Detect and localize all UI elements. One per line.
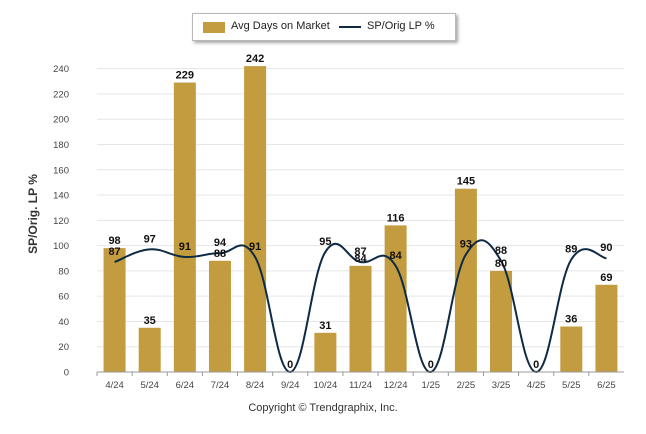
y-axis-label: SP/Orig. LP %	[26, 174, 40, 254]
bar	[560, 326, 583, 372]
x-tick-label: 2/25	[457, 380, 476, 391]
line-value-label: 93	[460, 238, 472, 250]
x-tick-label: 9/24	[281, 380, 300, 391]
y-tick-label: 200	[53, 115, 69, 126]
line-value-label: 0	[533, 359, 539, 371]
bar-value-label: 242	[246, 53, 264, 65]
bar-value-label: 116	[387, 212, 405, 224]
line-value-label: 95	[319, 236, 331, 248]
x-tick-label: 12/24	[384, 380, 408, 391]
bars	[103, 66, 618, 372]
bar	[244, 66, 267, 372]
x-tick-label: 10/24	[313, 380, 337, 391]
y-tick-label: 240	[53, 64, 69, 75]
y-tick-label: 160	[53, 165, 69, 176]
x-tick-label: 3/25	[492, 380, 511, 391]
x-tick-label: 7/24	[211, 380, 230, 391]
x-tick-label: 4/24	[105, 380, 124, 391]
line-value-label: 90	[600, 242, 612, 254]
bar-value-label: 35	[144, 315, 156, 327]
legend-line-label: SP/Orig LP %	[367, 20, 435, 32]
x-tick-label: 6/25	[597, 380, 616, 391]
y-tick-label: 140	[53, 191, 69, 202]
line-value-label: 84	[390, 250, 403, 262]
x-tick-label: 5/24	[140, 380, 159, 391]
y-tick-label: 60	[58, 292, 69, 303]
legend: Avg Days on Market SP/Orig LP %	[192, 13, 456, 41]
x-tick-label: 5/25	[562, 380, 581, 391]
x-tick-label: 4/25	[527, 380, 546, 391]
bar	[103, 248, 126, 372]
bar-value-labels: 98 35 229 88 242 31 84 116 145 80 36 69	[108, 53, 612, 332]
x-tick-label: 8/24	[246, 380, 265, 391]
bar	[349, 265, 372, 372]
series-line	[114, 239, 607, 374]
legend-line-swatch	[339, 26, 361, 28]
bar-value-label: 80	[495, 258, 507, 270]
bar	[384, 225, 407, 372]
line-value-label: 87	[108, 246, 120, 258]
y-tick-label: 20	[58, 342, 69, 353]
legend-bar-label: Avg Days on Market	[231, 20, 330, 32]
line-value-label: 91	[179, 241, 191, 253]
bar-value-label: 145	[457, 176, 475, 188]
y-tick-label: 180	[53, 140, 69, 151]
bar	[595, 284, 618, 372]
x-axis-ticks: 4/24 5/24 6/24 7/24 8/24 9/24 10/24 11/24 12/24 1…	[96, 372, 616, 391]
bar	[208, 260, 231, 372]
bar-value-label: 229	[176, 70, 194, 82]
legend-bar-swatch	[203, 22, 225, 33]
bar-value-label: 36	[565, 313, 577, 325]
bar	[454, 188, 477, 372]
y-axis-ticks: 0 20 40 60 80 100 120 140 160 180 200 220 240	[53, 64, 69, 378]
bar-value-label: 31	[319, 320, 331, 332]
line-value-label: 0	[428, 359, 434, 371]
bar-value-label: 69	[600, 272, 612, 284]
bar	[490, 270, 513, 372]
y-tick-label: 100	[53, 241, 69, 252]
bar	[138, 327, 161, 372]
line-value-label: 0	[287, 359, 293, 371]
bar-value-label: 84	[354, 253, 367, 265]
line-value-label: 88	[495, 245, 507, 257]
bar-value-label: 88	[214, 248, 226, 260]
bar	[314, 332, 337, 372]
x-tick-label: 11/24	[349, 380, 372, 391]
y-tick-label: 40	[58, 317, 69, 328]
bar-value-label: 98	[108, 235, 120, 247]
line-value-label: 97	[144, 233, 156, 245]
y-tick-label: 0	[64, 368, 69, 379]
y-tick-label: 220	[53, 89, 69, 100]
x-tick-label: 6/24	[176, 380, 195, 391]
line-value-label: 94	[214, 237, 227, 249]
y-tick-label: 120	[53, 216, 69, 227]
line-value-label: 87	[354, 246, 366, 258]
y-tick-label: 80	[58, 266, 69, 277]
x-tick-label: 1/25	[422, 380, 441, 391]
copyright: Copyright © Trendgraphix, Inc.	[248, 402, 398, 414]
bar	[173, 82, 196, 372]
line-value-label: 91	[249, 241, 261, 253]
line-value-label: 89	[565, 244, 577, 256]
